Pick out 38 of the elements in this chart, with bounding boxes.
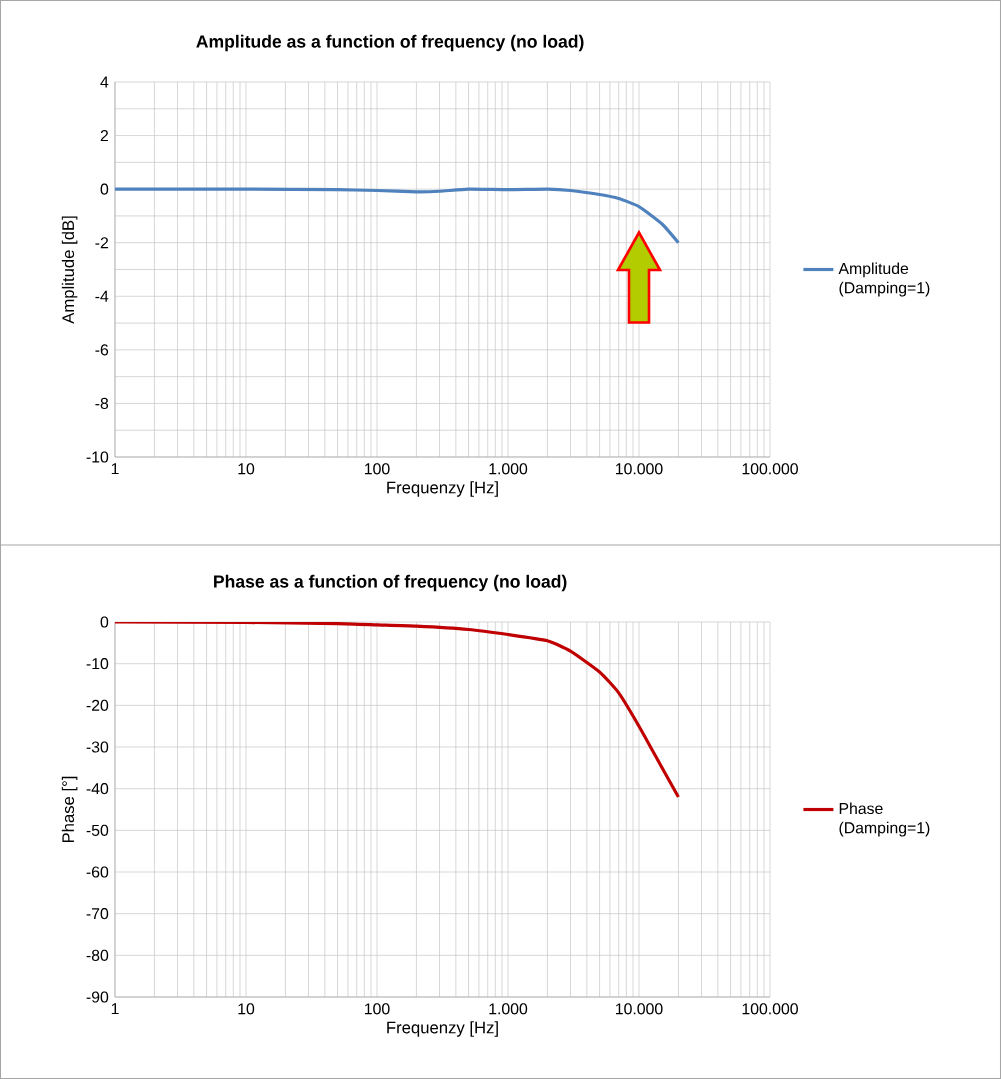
x-tick-label: 10.000 [616,463,663,475]
x-tick-label: 1.000 [489,1003,528,1015]
y-tick-label: -4 [95,290,109,302]
y-tick-label: -70 [86,908,109,920]
y-tick-label: -40 [86,783,109,795]
y-tick-label: -50 [86,824,109,836]
y-tick-label: 2 [100,130,108,142]
y-tick-label: -6 [95,344,109,356]
y-tick-label: 0 [100,616,109,628]
y-tick-label: -60 [86,866,109,878]
y-tick-label: -90 [86,991,109,1003]
x-axis-title: Frequenzy [Hz] [387,1021,498,1037]
chart-title: Phase as a function of frequency (no load) [214,574,567,592]
y-tick-label: -10 [86,658,109,670]
y-tick-label: -8 [95,397,109,410]
x-tick-label: 1 [111,463,119,475]
y-tick-label: -20 [86,699,109,711]
x-tick-label: 100 [365,463,390,475]
x-tick-label: 1.000 [489,463,528,475]
y-tick-label: -2 [95,237,108,249]
x-tick-label: 100 [365,1003,390,1015]
x-tick-label: 1 [111,1003,119,1015]
y-tick-label: -80 [86,949,109,961]
x-tick-label: 100.000 [742,463,798,475]
x-tick-label: 100.000 [742,1003,798,1015]
y-tick-label: -10 [86,451,109,463]
y-axis-title: Phase [°] [61,776,78,843]
legend-label: Phase (Damping=1) [839,802,930,837]
chart-title: Amplitude as a function of frequency (no load) [196,34,584,52]
y-axis-title: Amplitude [dB] [61,216,78,324]
x-tick-label: 10.000 [616,1003,663,1015]
y-tick-label: -30 [86,741,109,753]
x-axis-title: Frequenzy [Hz] [387,481,498,497]
x-tick-label: 10 [238,463,255,475]
legend-label: Amplitude (Damping=1) [838,262,930,297]
y-tick-label: 0 [100,183,109,195]
x-tick-label: 10 [238,1003,255,1015]
y-tick-label: 4 [100,76,109,88]
